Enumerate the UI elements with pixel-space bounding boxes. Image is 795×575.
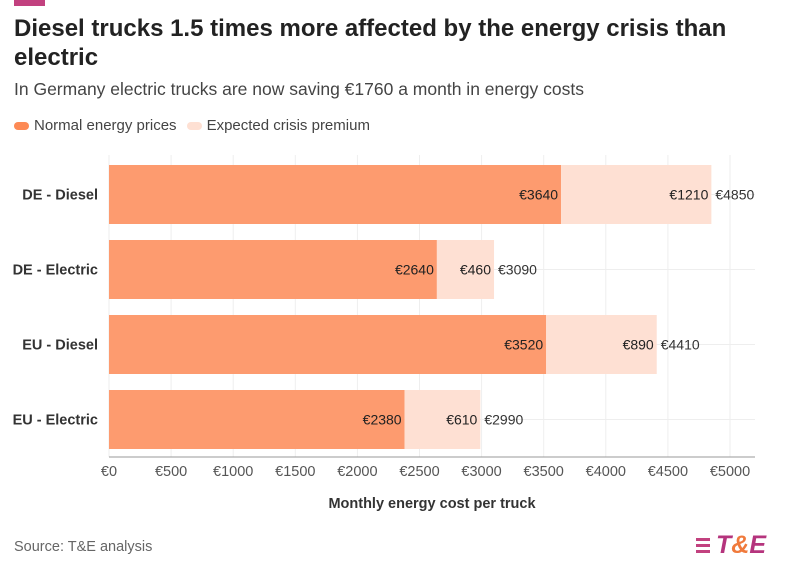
bar-segment-premium <box>436 240 495 299</box>
category-label: DE - Diesel <box>22 188 98 204</box>
x-tick-label: €3500 <box>524 464 564 480</box>
te-logo: T&E <box>696 531 766 560</box>
legend-item-premium: Expected crisis premium <box>186 117 370 134</box>
bar-segment-normal <box>109 390 405 449</box>
bar-value-label: €2640 <box>395 262 434 278</box>
bar-segment-premium <box>561 165 712 224</box>
logo-stripes-icon <box>696 538 710 553</box>
bar-value-label: €3520 <box>504 337 543 353</box>
source-note: Source: T&E analysis <box>14 539 153 555</box>
total-label: €4410 <box>661 337 700 353</box>
bar-segment-normal <box>109 240 437 299</box>
x-tick-label: €1500 <box>275 464 315 480</box>
bar-segment-premium <box>546 315 657 374</box>
legend-label: Expected crisis premium <box>206 117 370 134</box>
x-tick-label: €4000 <box>586 464 626 480</box>
bar-value-label: €1210 <box>669 187 708 203</box>
category-label: EU - Electric <box>13 413 98 429</box>
x-axis-title: Monthly energy cost per truck <box>328 496 536 512</box>
category-label: EU - Diesel <box>22 338 98 354</box>
x-tick-label: €3000 <box>461 464 501 480</box>
legend-swatch-normal <box>14 121 29 130</box>
bar-segment-premium <box>404 390 481 449</box>
bar-value-label: €3640 <box>519 187 558 203</box>
legend-item-normal: Normal energy prices <box>14 117 177 134</box>
x-tick-label: €5000 <box>710 464 750 480</box>
bar-value-label: €610 <box>446 412 477 428</box>
bar-value-label: €2380 <box>363 412 402 428</box>
x-tick-label: €0 <box>101 464 117 480</box>
x-tick-label: €2000 <box>337 464 377 480</box>
bar-segment-normal <box>109 165 562 224</box>
legend-swatch-premium <box>186 121 202 130</box>
chart-title: Diesel trucks 1.5 times more affected by… <box>14 15 727 71</box>
x-tick-label: €1000 <box>213 464 253 480</box>
legend-label: Normal energy prices <box>34 117 177 134</box>
chart-subtitle: In Germany electric trucks are now savin… <box>14 79 584 99</box>
logo-text: T&E <box>716 531 767 559</box>
x-tick-label: €2500 <box>399 464 439 480</box>
bar-value-label: €890 <box>623 337 654 353</box>
bar-segment-normal <box>109 315 547 374</box>
total-label: €3090 <box>498 262 537 278</box>
legend: Normal energy prices Expected crisis pre… <box>14 117 370 134</box>
bar-value-label: €460 <box>460 262 491 278</box>
accent-bar <box>14 0 45 6</box>
category-label: DE - Electric <box>13 263 98 279</box>
x-tick-label: €500 <box>155 464 187 480</box>
total-label: €4850 <box>715 187 754 203</box>
total-label: €2990 <box>484 412 523 428</box>
x-tick-label: €4500 <box>648 464 688 480</box>
